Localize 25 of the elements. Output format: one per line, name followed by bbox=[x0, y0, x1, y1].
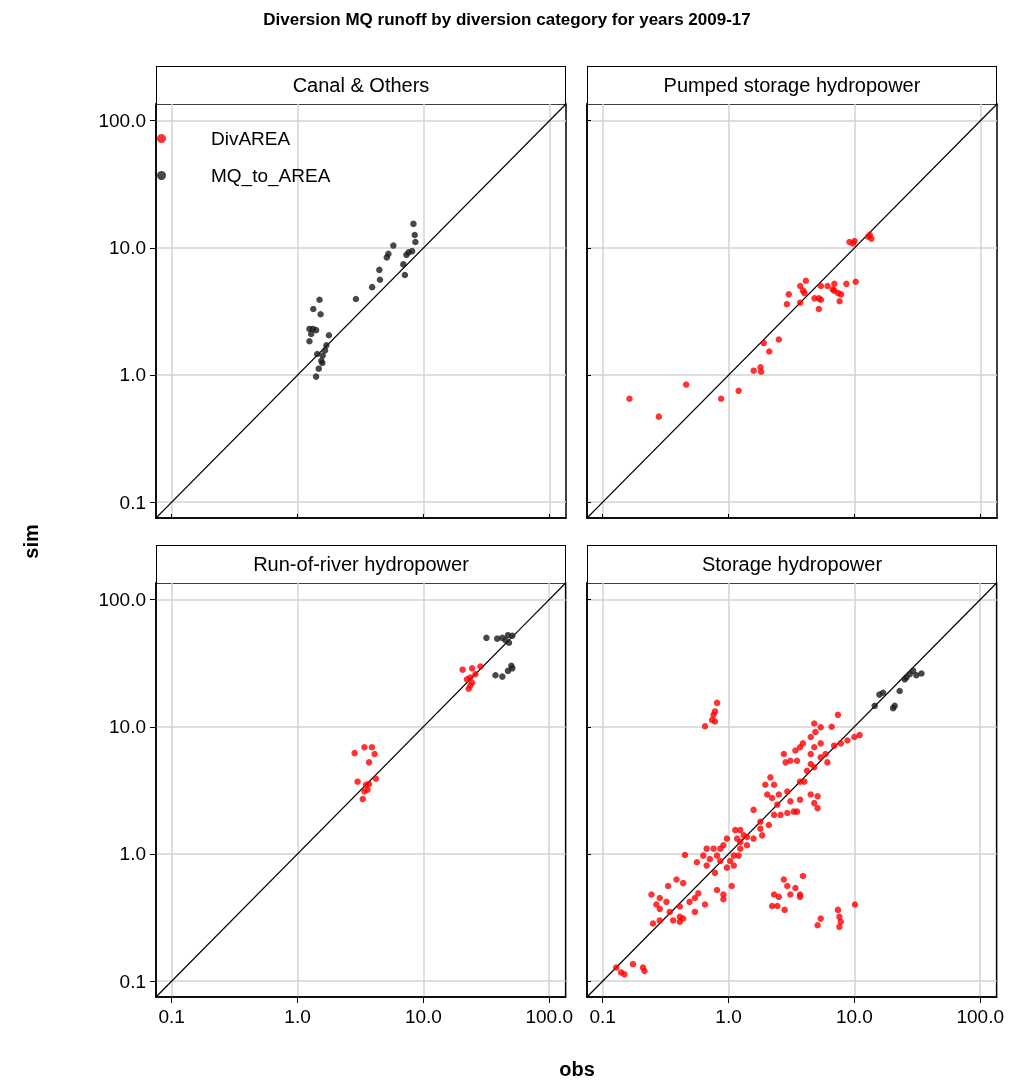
y-tick-label: 0.1 bbox=[119, 970, 146, 992]
x-tick-label: 100.0 bbox=[525, 1006, 573, 1027]
x-tick-label: 1.0 bbox=[715, 1006, 742, 1027]
chart-title: Canal & Others bbox=[156, 66, 566, 104]
y-tick-label: 0.1 bbox=[119, 491, 146, 513]
y-axis-title: sim bbox=[19, 524, 43, 559]
y-tick-label: 10.0 bbox=[109, 237, 146, 259]
chart-title: Pumped storage hydropower bbox=[587, 66, 997, 104]
y-tick-label: 100.0 bbox=[98, 589, 146, 611]
y-tick-label: 100.0 bbox=[98, 110, 146, 132]
chart-title: Run-of-river hydropower bbox=[156, 545, 566, 583]
chart-title: Storage hydropower bbox=[587, 545, 997, 583]
x-tick-label: 0.1 bbox=[589, 1006, 616, 1027]
y-tick-label: 10.0 bbox=[109, 716, 146, 738]
x-axis-title: obs bbox=[558, 1058, 596, 1081]
legend-label: MQ_to_AREA bbox=[211, 165, 331, 187]
x-tick-label: 10.0 bbox=[835, 1006, 873, 1027]
x-tick-label: 1.0 bbox=[284, 1006, 311, 1027]
legend-label: DivAREA bbox=[211, 128, 291, 149]
x-tick-label: 10.0 bbox=[404, 1006, 442, 1027]
x-tick-label: 100.0 bbox=[956, 1006, 1004, 1027]
y-tick-label: 1.0 bbox=[119, 364, 146, 386]
x-tick-label: 0.1 bbox=[158, 1006, 185, 1027]
text: Diversion MQ runoff by diversion category for years 2009-17 bbox=[262, 10, 752, 30]
y-tick-label: 1.0 bbox=[119, 843, 146, 865]
